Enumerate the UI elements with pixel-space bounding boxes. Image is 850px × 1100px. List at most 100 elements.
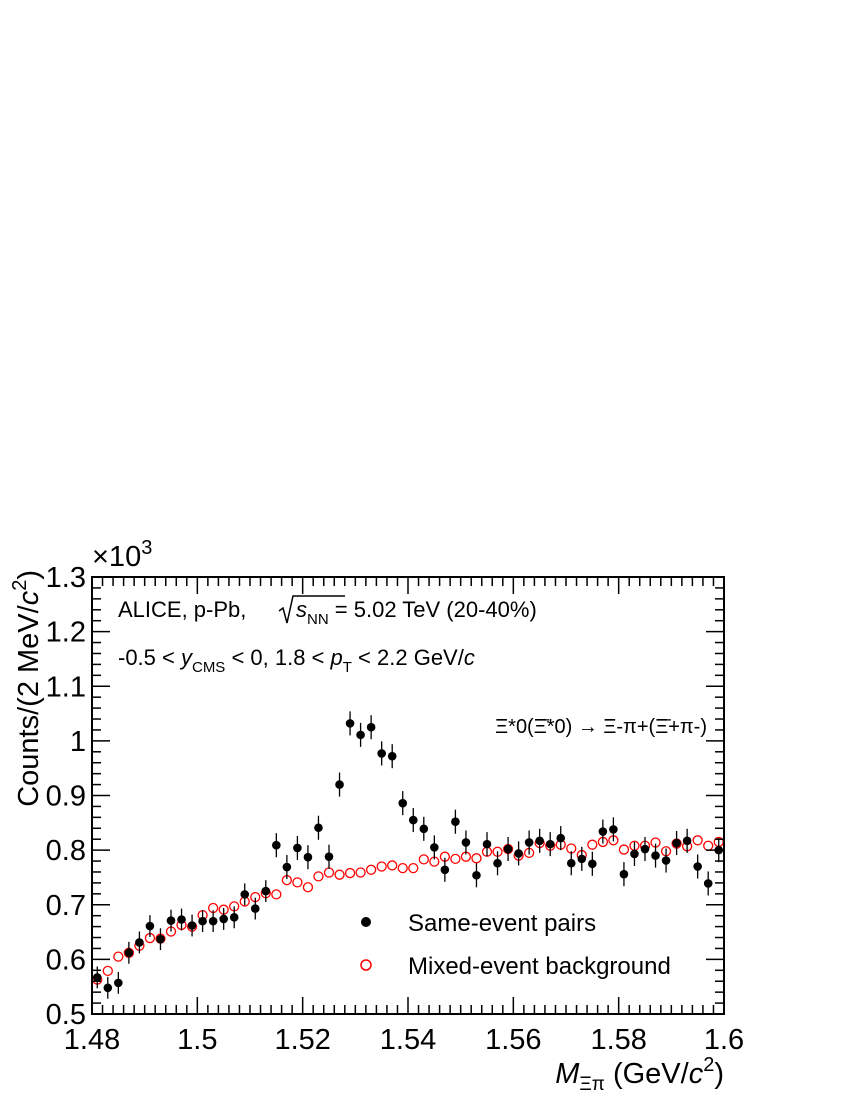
same-event-point (619, 869, 629, 879)
same-event-point (387, 751, 397, 761)
same-event-point (187, 921, 197, 930)
mixed-event-point (408, 863, 419, 874)
same-event-point (651, 851, 660, 860)
same-event-point (461, 838, 471, 847)
same-event-point (640, 844, 650, 854)
same-event-point (293, 843, 302, 853)
y-tick-label: 0.9 (46, 781, 86, 813)
axes: 1.48 1.5 1.52 1.54 1.56 1.58 1.6 0.5 0.6 0.7 0.8 0.… (46, 562, 744, 1056)
svg-text:sNN = 5.02 TeV (20-40%): sNN = 5.02 TeV (20-40%) (296, 597, 537, 628)
legend-label-same-event: Same-event pairs (408, 910, 596, 937)
x-tick-label: 1.58 (590, 1024, 646, 1056)
same-event-point (703, 879, 713, 888)
same-event-point (545, 839, 555, 849)
y-tick-label: 0.5 (46, 999, 86, 1031)
same-event-point (135, 938, 144, 947)
same-event-point (682, 836, 692, 846)
mixed-event-point (344, 867, 356, 879)
same-event-point (493, 858, 502, 868)
same-event-point (92, 973, 102, 982)
mixed-event-point (587, 839, 598, 850)
same-event-point (503, 844, 513, 854)
same-event-point (693, 862, 702, 871)
same-event-point (356, 730, 365, 740)
same-event-point (229, 913, 239, 922)
same-event-point (272, 840, 281, 850)
x-tick-label: 1.6 (704, 1024, 744, 1056)
mixed-event-point (365, 864, 377, 875)
x-tick-label: 1.56 (485, 1024, 541, 1056)
same-event-point (524, 838, 534, 847)
y-tick-label: 1.2 (46, 617, 86, 649)
x-tick-label: 1.52 (274, 1024, 330, 1056)
same-event-point (440, 865, 450, 875)
y-tick-label: 0.7 (46, 890, 86, 922)
same-event-point (261, 886, 271, 896)
mixed-event-point (323, 867, 335, 878)
mixed-event-point (271, 889, 282, 900)
same-event-point (124, 948, 134, 958)
same-event-point (314, 823, 323, 833)
same-event-point (177, 915, 186, 924)
x-tick-label: 1.54 (380, 1024, 436, 1056)
mixed-event-point (618, 844, 630, 855)
same-event-point (482, 839, 492, 849)
same-event-point (430, 843, 439, 852)
x-tick-label: 1.48 (64, 1024, 120, 1056)
same-event-point (566, 858, 576, 868)
same-event-point (556, 833, 566, 843)
mixed-event-point (397, 863, 408, 874)
same-event-point (451, 817, 460, 827)
same-event-point (345, 719, 355, 728)
mixed-event-point (450, 853, 461, 865)
y-tick-label: 0.6 (46, 944, 86, 976)
same-event-point (156, 934, 165, 944)
same-event-point (588, 859, 597, 869)
same-event-point (114, 978, 123, 988)
same-event-point (250, 904, 260, 913)
x-axis-label: MΞπ (GeV/c2) (555, 1054, 724, 1095)
mixed-event-point (292, 877, 303, 888)
mixed-event-point (313, 871, 324, 882)
mixed-event-point (302, 882, 314, 893)
same-event-point (598, 827, 608, 836)
mixed-event-point (418, 854, 429, 865)
mixed-event-point (355, 867, 366, 878)
same-event-point (103, 983, 113, 993)
annotation-collision-system: ALICE, p-Pb, sNN = 5.02 TeV (20-40%) (118, 595, 537, 628)
y-multiplier: ×103 (92, 537, 152, 573)
same-event-point (419, 824, 429, 834)
same-event-point (198, 916, 207, 926)
y-tick-label: 1.3 (46, 562, 86, 594)
same-event-point (208, 916, 218, 926)
sqrt-icon (278, 595, 345, 624)
same-event-point (377, 749, 386, 758)
same-event-point (166, 916, 176, 925)
x-tick-label: 1.5 (177, 1024, 217, 1056)
same-event-point (335, 780, 344, 789)
y-tick-label: 1 (70, 726, 86, 758)
same-event-point (366, 722, 376, 732)
same-event-point (324, 852, 334, 861)
y-axis-label: Counts/(2 MeV/c2) (9, 570, 45, 807)
same-event-point (609, 825, 618, 834)
mixed-event-point (102, 965, 113, 976)
same-event-point (472, 870, 481, 880)
mixed-event-point (334, 869, 345, 880)
mixed-event-point (376, 861, 387, 872)
same-event-point (514, 849, 523, 858)
same-event-point (303, 852, 313, 862)
same-event-point (398, 798, 408, 808)
same-event-point (145, 921, 155, 931)
legend-marker-same-event (361, 917, 371, 927)
legend-marker-mixed-event (360, 959, 372, 971)
annotation-decay-channel: Ξ*0(Ξ̄*0) → Ξ-π+(Ξ̄+π-) (495, 716, 707, 738)
mixed-event-point (692, 835, 703, 846)
legend: Same-event pairs Mixed-event background (360, 910, 671, 980)
mixed-event-point (113, 951, 124, 962)
same-event-point (535, 836, 544, 846)
same-event-point (577, 854, 587, 864)
plot-frame (91, 576, 725, 1015)
same-event-point (661, 856, 671, 865)
